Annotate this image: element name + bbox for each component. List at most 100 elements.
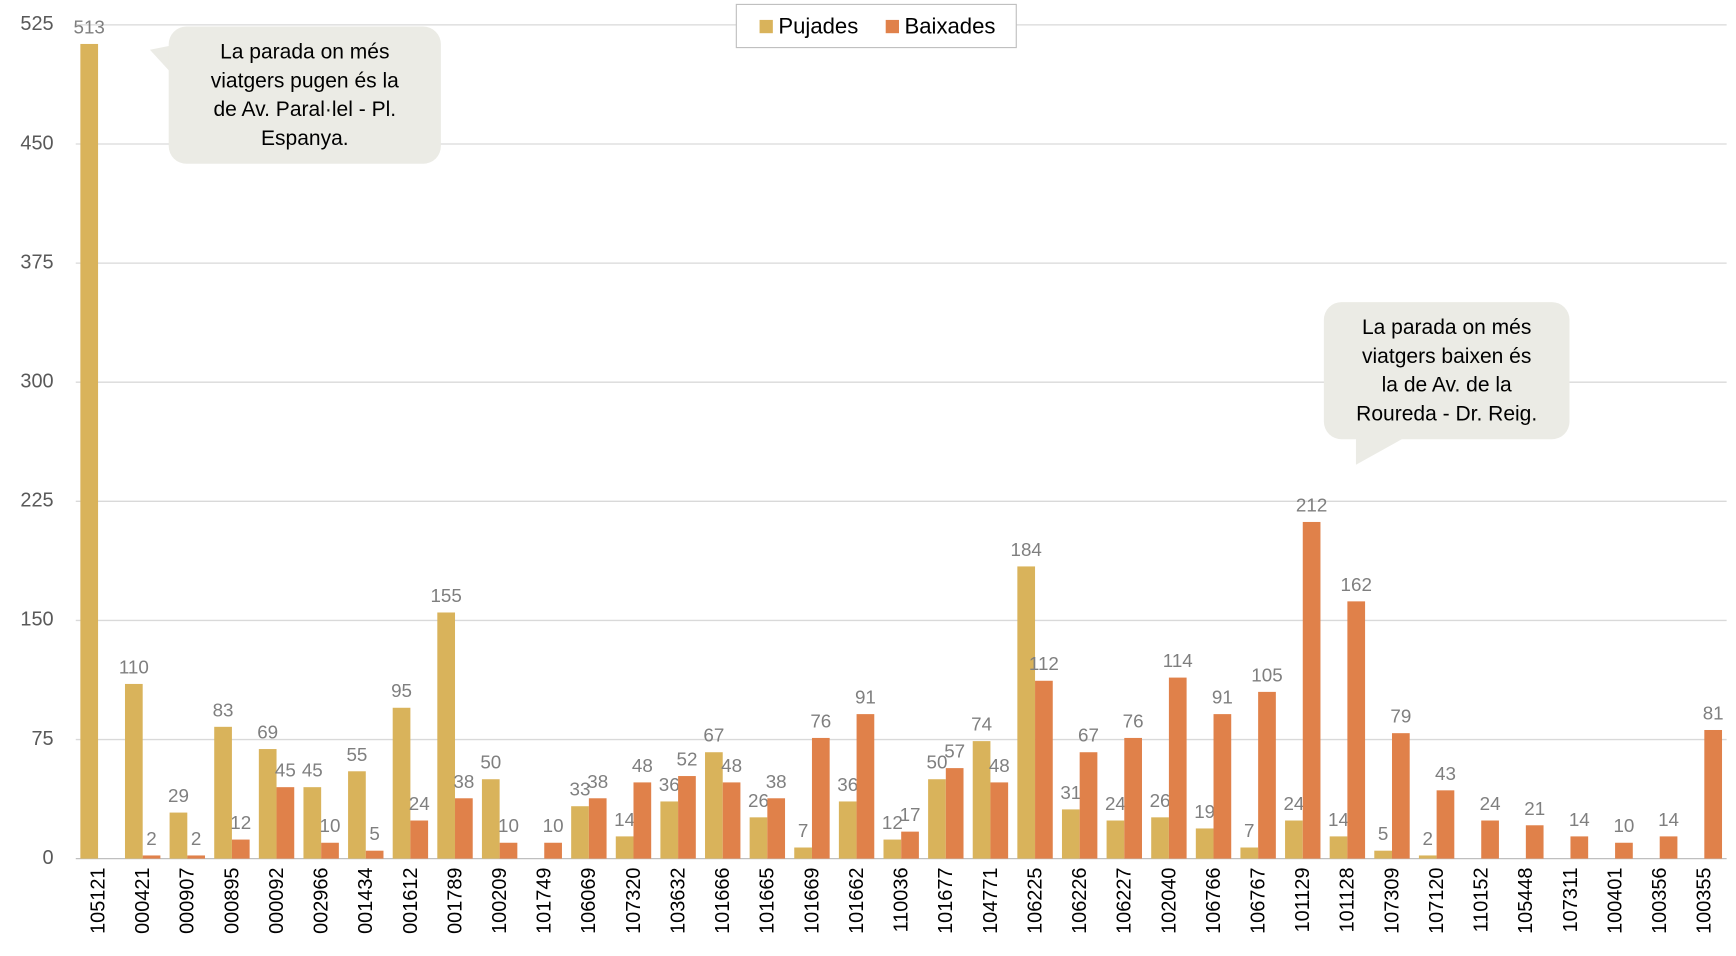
value-label: 67 bbox=[703, 725, 724, 746]
callout-text: viatgers baixen és bbox=[1362, 345, 1531, 368]
value-label: 112 bbox=[1029, 653, 1059, 674]
value-label: 69 bbox=[257, 722, 278, 743]
value-label: 2 bbox=[1423, 828, 1433, 849]
value-label: 38 bbox=[453, 771, 474, 792]
legend-swatch bbox=[885, 19, 899, 34]
value-label: 74 bbox=[971, 714, 992, 735]
x-tick-label: 102040 bbox=[1158, 867, 1180, 933]
bar bbox=[972, 741, 991, 859]
bar bbox=[1374, 850, 1392, 859]
bar bbox=[1035, 680, 1053, 859]
value-label: 2 bbox=[146, 828, 156, 849]
bar bbox=[1481, 820, 1499, 859]
y-tick-label: 525 bbox=[20, 13, 53, 35]
value-label: 52 bbox=[676, 749, 697, 770]
x-tick-label: 100401 bbox=[1604, 867, 1626, 933]
callout-box bbox=[1323, 302, 1570, 440]
x-tick-label: 107311 bbox=[1560, 867, 1582, 932]
bar bbox=[749, 817, 768, 859]
bar bbox=[1659, 836, 1678, 859]
x-tick-label: 101666 bbox=[712, 867, 734, 933]
bar bbox=[1615, 842, 1633, 859]
value-label: 110 bbox=[119, 656, 149, 677]
value-label: 57 bbox=[944, 741, 965, 762]
value-label: 33 bbox=[570, 779, 591, 800]
bar bbox=[571, 806, 589, 859]
bar bbox=[1347, 601, 1366, 859]
bar bbox=[1240, 847, 1259, 859]
value-label: 55 bbox=[346, 744, 367, 765]
bar bbox=[276, 787, 295, 859]
x-tick-label: 101129 bbox=[1292, 867, 1314, 932]
x-tick-label: 000895 bbox=[221, 867, 243, 933]
bar bbox=[678, 776, 696, 859]
bar bbox=[365, 850, 384, 859]
bar bbox=[437, 612, 456, 859]
bar bbox=[901, 831, 919, 859]
value-label: 31 bbox=[1060, 782, 1081, 803]
value-label: 10 bbox=[543, 815, 564, 836]
bar bbox=[633, 782, 652, 859]
x-tick-label: 105448 bbox=[1515, 867, 1537, 933]
value-label: 19 bbox=[1194, 801, 1215, 822]
x-tick-label: 101662 bbox=[846, 867, 868, 933]
value-label: 24 bbox=[409, 793, 430, 814]
bar bbox=[187, 855, 206, 859]
value-label: 48 bbox=[989, 755, 1010, 776]
bar bbox=[455, 798, 473, 859]
value-label: 5 bbox=[369, 823, 379, 844]
x-tick-label: 000421 bbox=[132, 867, 154, 933]
value-label: 14 bbox=[614, 809, 635, 830]
x-tick-label: 100356 bbox=[1649, 867, 1671, 933]
bar bbox=[124, 683, 143, 859]
value-label: 79 bbox=[1390, 706, 1411, 727]
y-tick-label: 225 bbox=[20, 490, 53, 512]
bar bbox=[705, 752, 723, 859]
value-label: 81 bbox=[1703, 702, 1724, 723]
value-label: 212 bbox=[1296, 494, 1327, 515]
value-label: 76 bbox=[810, 710, 831, 731]
x-tick-label: 106766 bbox=[1203, 867, 1225, 933]
x-tick-label: 001789 bbox=[444, 867, 466, 933]
x-tick-label: 103632 bbox=[667, 867, 689, 933]
value-label: 48 bbox=[632, 755, 653, 776]
bar bbox=[615, 836, 634, 859]
value-label: 7 bbox=[798, 820, 808, 841]
legend-box bbox=[735, 3, 1017, 49]
y-tick-label: 75 bbox=[31, 728, 53, 750]
bar bbox=[1079, 752, 1098, 859]
value-label: 95 bbox=[391, 680, 412, 701]
value-label: 24 bbox=[1283, 793, 1304, 814]
bar bbox=[1017, 566, 1036, 859]
value-label: 50 bbox=[480, 752, 501, 773]
bar bbox=[1302, 521, 1321, 859]
bar bbox=[544, 842, 562, 859]
callout-text: Espanya. bbox=[261, 127, 349, 150]
value-label: 26 bbox=[748, 790, 769, 811]
bar bbox=[1570, 836, 1589, 859]
bar bbox=[1418, 855, 1437, 859]
value-label: 155 bbox=[430, 585, 461, 606]
bar bbox=[481, 779, 500, 859]
x-tick-label: 001612 bbox=[400, 867, 422, 933]
bar bbox=[990, 782, 1009, 859]
bar bbox=[794, 847, 812, 859]
value-label: 114 bbox=[1163, 650, 1193, 671]
bar bbox=[588, 798, 607, 859]
bar bbox=[231, 839, 250, 859]
value-label: 21 bbox=[1524, 798, 1545, 819]
value-label: 38 bbox=[587, 771, 608, 792]
bar bbox=[1061, 809, 1080, 859]
value-label: 29 bbox=[168, 785, 189, 806]
value-label: 36 bbox=[659, 774, 680, 795]
x-tick-label: 106226 bbox=[1069, 867, 1091, 933]
bar bbox=[945, 768, 964, 859]
x-tick-label: 106225 bbox=[1024, 867, 1046, 933]
bar bbox=[321, 842, 339, 859]
y-tick-label: 300 bbox=[20, 370, 53, 392]
value-label: 12 bbox=[230, 812, 251, 833]
x-tick-label: 107309 bbox=[1381, 867, 1403, 933]
value-label: 48 bbox=[721, 755, 742, 776]
bar bbox=[1168, 677, 1187, 859]
